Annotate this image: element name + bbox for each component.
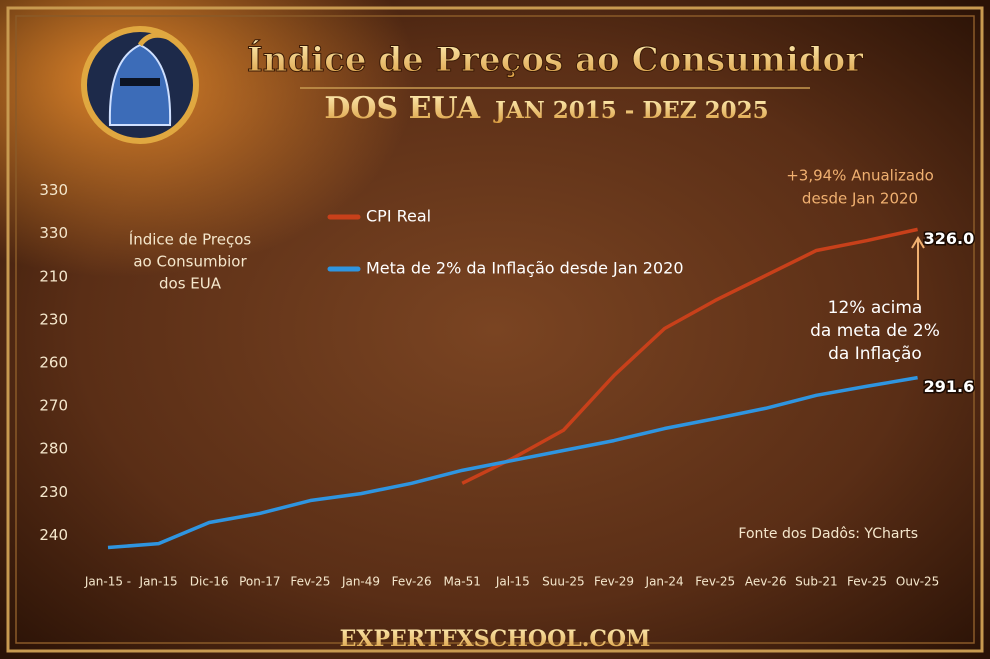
x-tick-label: Fev-25: [695, 575, 735, 589]
x-tick-label: Fev-26: [392, 575, 432, 589]
annotation: da meta de 2%: [810, 321, 940, 341]
x-tick-label: Jan-15 -: [84, 575, 131, 589]
frame-inner: [15, 15, 975, 644]
y-tick-label: 330: [39, 224, 68, 242]
x-tick-label: Ma-51: [444, 575, 481, 589]
x-tick-label: Fev-25: [290, 575, 330, 589]
legend-label: CPI Real: [366, 207, 431, 226]
value-label: 291.6: [924, 377, 975, 396]
frame: [6, 6, 984, 653]
series-line: [107, 375, 918, 550]
x-tick-label: Pon-17: [239, 575, 280, 589]
y-tick-label: 210: [39, 267, 68, 285]
annotation: desde Jan 2020: [802, 190, 918, 208]
y-axis-label: Índice de Preços: [129, 230, 252, 249]
annotation: 12% acima: [828, 298, 923, 318]
x-tick-label: Jan-15: [139, 575, 178, 589]
chart-period: JAN 2015 - DEZ 2025: [493, 97, 769, 124]
y-tick-label: 230: [39, 310, 68, 328]
legend-label: Meta de 2% da Inflação desde Jan 2020: [366, 259, 684, 278]
chart-subtitle: DOS EUA: [324, 91, 480, 126]
y-tick-label: 270: [39, 397, 68, 415]
value-label: 326.0: [924, 229, 975, 248]
y-tick-label: 240: [39, 526, 68, 544]
x-tick-label: Jan-49: [341, 575, 380, 589]
y-tick-label: 330: [39, 181, 68, 199]
y-tick-label: 280: [39, 440, 68, 458]
x-tick-label: Jan-24: [645, 575, 684, 589]
x-tick-label: Jal-15: [495, 575, 530, 589]
x-tick-label: Suu-25: [542, 575, 584, 589]
y-axis-label: ao Consumbior: [133, 253, 247, 271]
y-tick-label: 230: [39, 483, 68, 501]
chart-title: Índice de Preços ao Consumidor: [247, 39, 864, 80]
x-tick-label: Ouv-25: [896, 575, 939, 589]
footer: EXPERTFXSCHOOL.COM: [340, 626, 651, 652]
annotation: +3,94% Anualizado: [786, 167, 934, 185]
y-tick-label: 260: [39, 354, 68, 372]
source: Fonte dos Dadôs: YCharts: [738, 526, 918, 542]
x-tick-label: Dic-16: [190, 575, 229, 589]
y-axis-label: dos EUA: [159, 275, 222, 293]
series-line: [461, 227, 918, 485]
logo: [81, 26, 199, 144]
annotation-arrow: [911, 236, 925, 300]
x-tick-label: Fev-29: [594, 575, 634, 589]
x-tick-label: Fev-25: [847, 575, 887, 589]
x-tick-label: Sub-21: [795, 575, 837, 589]
annotation: da Inflação: [828, 344, 922, 364]
x-tick-label: Aev-26: [745, 575, 787, 589]
